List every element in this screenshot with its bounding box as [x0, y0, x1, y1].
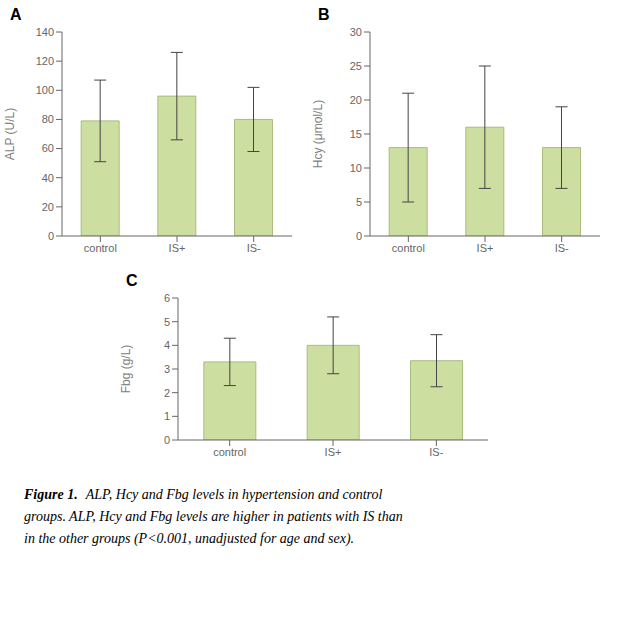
svg-text:5: 5 [356, 196, 362, 208]
svg-text:15: 15 [350, 128, 362, 140]
svg-text:0: 0 [48, 230, 54, 242]
svg-text:IS-: IS- [555, 242, 569, 254]
html-text:Figure 1.: Figure 1. [24, 487, 78, 502]
svg-text:5: 5 [164, 316, 170, 328]
svg-text:IS+: IS+ [169, 242, 186, 254]
svg-text:IS-: IS- [247, 242, 261, 254]
html-text:in the other groups (P<0.001,: in the other groups (P<0.001, unadjusted… [24, 531, 355, 546]
svg-text:1: 1 [164, 410, 170, 422]
html-text:ALP, Hcy and Fbg levels in hyp: ALP, Hcy and Fbg levels in hypertension … [85, 487, 383, 502]
html-text:B: B [318, 6, 330, 23]
svg-text:25: 25 [350, 60, 362, 72]
svg-text:30: 30 [350, 26, 362, 38]
html-text:C: C [126, 272, 138, 289]
svg-text:40: 40 [42, 172, 54, 184]
svg-text:IS+: IS+ [325, 446, 342, 458]
svg-text:80: 80 [42, 113, 54, 125]
svg-text:60: 60 [42, 142, 54, 154]
html-text:groups. ALP, Hcy and Fbg level: groups. ALP, Hcy and Fbg levels are high… [24, 509, 403, 524]
svg-text:2: 2 [164, 387, 170, 399]
svg-text:0: 0 [356, 230, 362, 242]
svg-text:IS-: IS- [429, 446, 443, 458]
svg-text:10: 10 [350, 162, 362, 174]
svg-text:140: 140 [36, 26, 54, 38]
svg-text:4: 4 [164, 339, 170, 351]
html-text:A: A [10, 6, 22, 23]
svg-text:120: 120 [36, 55, 54, 67]
svg-text:IS+: IS+ [477, 242, 494, 254]
svg-text:control: control [213, 446, 246, 458]
svg-text:20: 20 [42, 201, 54, 213]
svg-text:20: 20 [350, 94, 362, 106]
svg-text:Fbg (g/L): Fbg (g/L) [120, 345, 133, 394]
svg-text:Hcy (μmol/L): Hcy (μmol/L) [312, 100, 325, 168]
svg-text:100: 100 [36, 84, 54, 96]
svg-text:control: control [84, 242, 117, 254]
svg-text:0: 0 [164, 434, 170, 446]
svg-text:6: 6 [164, 292, 170, 304]
svg-text:ALP (U/L): ALP (U/L) [8, 108, 17, 160]
svg-text:control: control [392, 242, 425, 254]
svg-text:3: 3 [164, 363, 170, 375]
